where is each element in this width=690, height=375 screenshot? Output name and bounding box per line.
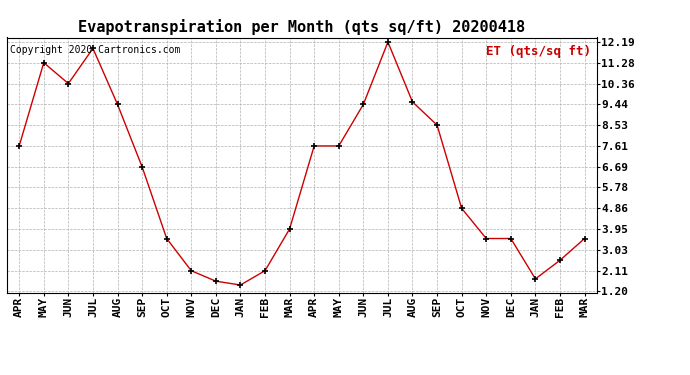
Text: Copyright 2020 Cartronics.com: Copyright 2020 Cartronics.com [10, 45, 180, 55]
Text: ET (qts/sq ft): ET (qts/sq ft) [486, 45, 591, 58]
Title: Evapotranspiration per Month (qts sq/ft) 20200418: Evapotranspiration per Month (qts sq/ft)… [78, 19, 526, 35]
